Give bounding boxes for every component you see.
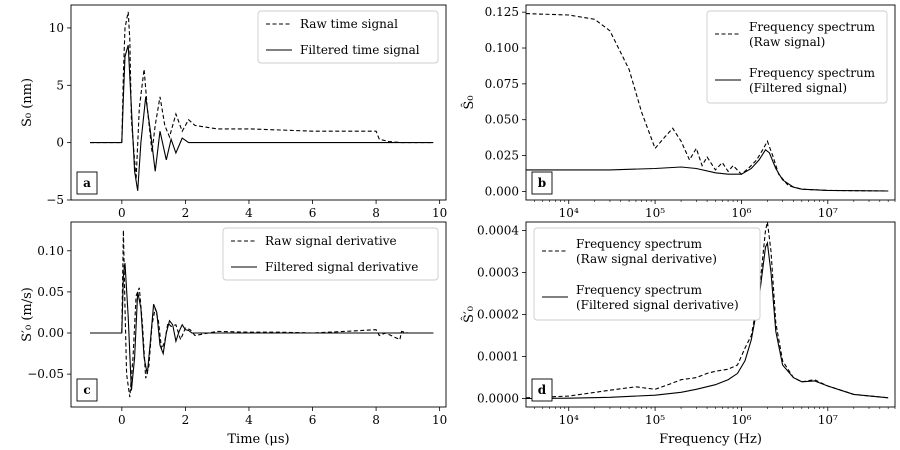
legend-label: Frequency spectrum (Filtered signal deriv… bbox=[576, 283, 739, 312]
x-tick-label: 10⁵ bbox=[645, 206, 665, 220]
x-tick-label: 6 bbox=[309, 206, 317, 220]
y-tick-label: 0.0004 bbox=[477, 223, 519, 237]
plot-frame bbox=[70, 4, 447, 201]
y-tick-label: 0.125 bbox=[485, 5, 519, 19]
panel-letter-box bbox=[531, 378, 553, 402]
x-tick-label: 6 bbox=[309, 413, 317, 427]
panel-d: 10⁴ 10⁵ 10⁶ 10⁷ 0.0000 0.0001 0.0002 0.0003 0.00… bbox=[460, 221, 896, 447]
series-line-solid bbox=[526, 148, 889, 192]
panel-letter: b bbox=[538, 176, 546, 190]
x-tick-label: 10⁶ bbox=[731, 206, 751, 220]
panel-letter: a bbox=[83, 176, 91, 190]
legend-box bbox=[222, 227, 439, 281]
y-axis-label: S′₀ (m/s) bbox=[20, 287, 35, 342]
x-tick-label: 10⁷ bbox=[818, 413, 838, 427]
series-line-dashed bbox=[90, 230, 434, 398]
x-tick-label: 0 bbox=[118, 413, 126, 427]
y-tick-label: 0 bbox=[56, 136, 64, 150]
panel-letter-box bbox=[76, 171, 98, 195]
x-tick-label: 10 bbox=[432, 413, 447, 427]
legend-box bbox=[706, 10, 888, 104]
y-tick-label: 10 bbox=[49, 21, 64, 35]
legend-box bbox=[257, 10, 439, 64]
x-tick-label: 10⁴ bbox=[559, 206, 579, 220]
series-line-dashed bbox=[90, 11, 434, 180]
panel-b: 10⁴ 10⁵ 10⁶ 10⁷ 0.000 0.025 0.050 0.075 0.100 0.1… bbox=[460, 4, 896, 220]
series-line-dashed bbox=[526, 13, 889, 192]
y-tick-label: −0.05 bbox=[27, 367, 64, 381]
plot-frame bbox=[525, 4, 896, 201]
panel-letter-box bbox=[531, 171, 553, 195]
panel-c: 0 2 4 6 8 10 −0.05 0.00 0.05 0.10 Raw signal deriv… bbox=[20, 221, 447, 447]
y-tick-label: 0.0003 bbox=[477, 265, 519, 279]
x-tick-label: 0 bbox=[118, 206, 126, 220]
y-tick-label: 0.10 bbox=[37, 244, 64, 258]
panel-letter: d bbox=[538, 383, 547, 397]
x-tick-label: 10⁴ bbox=[559, 413, 579, 427]
plot-frame bbox=[70, 221, 447, 408]
y-tick-label: 0.025 bbox=[485, 149, 519, 163]
y-tick-label: 0.0002 bbox=[477, 308, 519, 322]
x-tick-label: 2 bbox=[182, 206, 190, 220]
legend-label: Raw signal derivative bbox=[265, 234, 397, 248]
panel-letter-box bbox=[76, 378, 98, 402]
y-tick-label: 5 bbox=[56, 78, 64, 92]
x-axis-label: Frequency (Hz) bbox=[659, 432, 762, 447]
x-tick-label: 10⁵ bbox=[645, 413, 665, 427]
y-tick-label: 0.100 bbox=[485, 41, 519, 55]
legend-label: Frequency spectrum (Raw signal) bbox=[749, 20, 876, 49]
x-tick-label: 10⁶ bbox=[731, 413, 751, 427]
series-line-solid bbox=[90, 263, 434, 391]
legend-label: Filtered signal derivative bbox=[265, 260, 418, 274]
plot-frame bbox=[525, 221, 896, 408]
x-tick-label: 10⁷ bbox=[818, 206, 838, 220]
x-tick-label: 4 bbox=[245, 206, 253, 220]
legend-label: Frequency spectrum (Filtered signal) bbox=[749, 66, 876, 95]
x-tick-label: 10 bbox=[432, 206, 447, 220]
y-axis-label: Ŝ₀ bbox=[460, 95, 477, 109]
y-tick-label: 0.0000 bbox=[477, 392, 519, 406]
x-tick-label: 8 bbox=[372, 413, 380, 427]
x-tick-label: 4 bbox=[245, 413, 253, 427]
y-tick-label: 0.000 bbox=[485, 184, 519, 198]
x-tick-label: 2 bbox=[182, 413, 190, 427]
panel-a: 0 2 4 6 8 10 −5 0 5 10 Raw time signal Filtered tim… bbox=[20, 4, 447, 220]
y-tick-label: −5 bbox=[46, 193, 64, 207]
series-line-solid bbox=[90, 44, 434, 191]
y-tick-label: 0.0001 bbox=[477, 350, 519, 364]
x-tick-label: 8 bbox=[372, 206, 380, 220]
legend-label: Filtered time signal bbox=[300, 43, 420, 57]
x-axis-label: Time (μs) bbox=[227, 432, 289, 447]
y-tick-label: 0.00 bbox=[37, 326, 64, 340]
panel-letter: c bbox=[83, 383, 90, 397]
legend-box bbox=[533, 227, 761, 321]
y-axis-label: S₀ (nm) bbox=[20, 78, 35, 127]
y-tick-label: 0.075 bbox=[485, 77, 519, 91]
y-axis-label: Ŝ′₀ bbox=[460, 306, 477, 323]
y-tick-label: 0.05 bbox=[37, 285, 64, 299]
legend-label: Raw time signal bbox=[300, 17, 398, 31]
y-tick-label: 0.050 bbox=[485, 113, 519, 127]
series-line-dashed bbox=[526, 222, 889, 399]
legend-label: Frequency spectrum (Raw signal derivative… bbox=[576, 237, 717, 266]
